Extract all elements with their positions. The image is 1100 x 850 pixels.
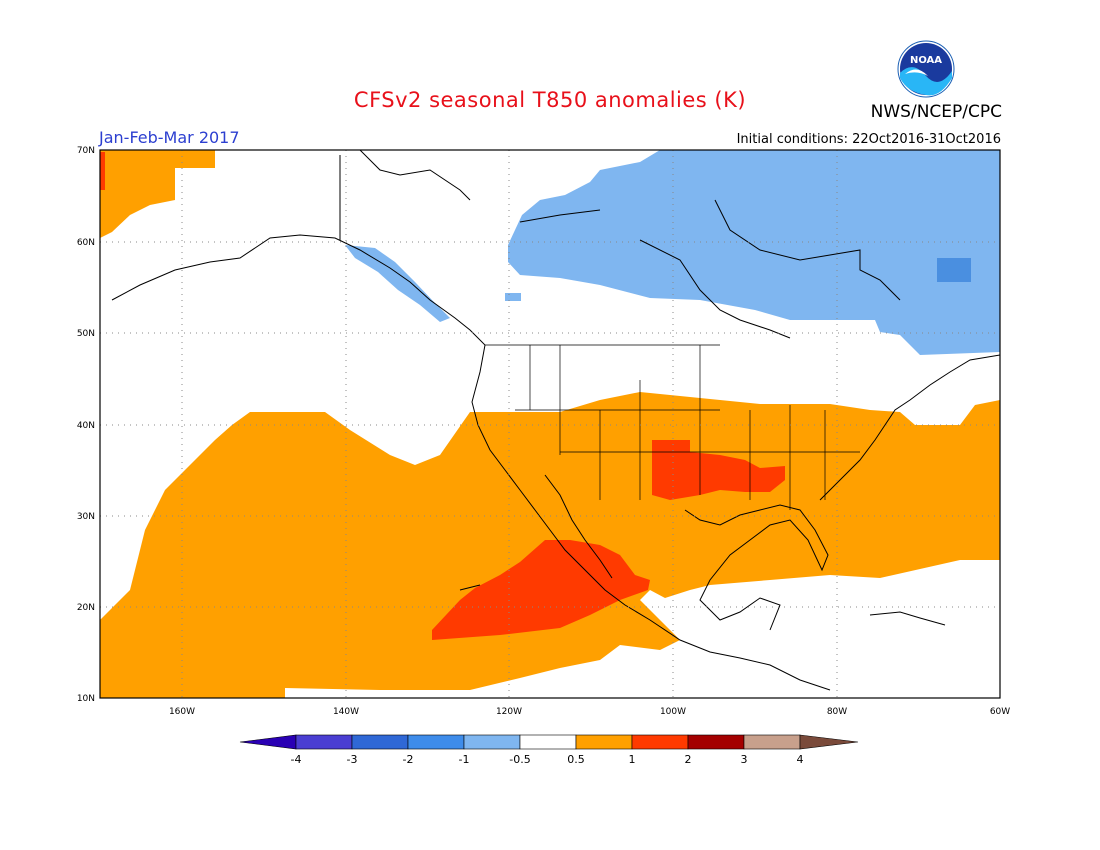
colorbar-segment [631,734,689,750]
cold-patch-darker [937,258,971,282]
longitude-labels: 160W 140W 120W 100W 80W 60W [169,707,1010,717]
lon-label: 160W [169,707,195,717]
colorbar-label: -4 [291,753,302,766]
colorbar-segment [519,734,577,750]
latitude-labels: 70N 60N 50N 40N 30N 20N 10N [77,146,95,704]
colorbar-label: -2 [403,753,414,766]
colorbar-segment [575,734,633,750]
cold-patch-small [505,293,521,301]
map-frame [99,149,1001,699]
colorbar-segment [463,734,521,750]
strong-warm-region-plains [652,440,785,500]
colorbar-label: -0.5 [509,753,530,766]
lat-label: 30N [77,512,95,522]
colorbar-label: 3 [741,753,748,766]
colorbar-segment [743,734,801,750]
map-title: CFSv2 seasonal T850 anomalies (K) [353,88,747,112]
cold-anomaly-region [508,150,1000,355]
colorbar-arrow-right [799,734,859,750]
strong-warm-arctic [100,152,105,190]
lat-label: 70N [77,146,95,156]
coastlines [111,150,1000,691]
graticule [100,150,1000,698]
lon-label: 60W [990,707,1010,717]
lat-label: 60N [77,238,95,248]
colorbar-label: -1 [459,753,470,766]
lat-label: 40N [77,421,95,431]
warm-anomaly-region-arctic [100,150,215,238]
colorbar-label: 0.5 [567,753,585,766]
lon-label: 120W [496,707,522,717]
lon-label: 100W [660,707,686,717]
colorbar: -4 -3 -2 -1 -0.5 0.5 1 2 3 4 [239,734,859,766]
lat-label: 50N [77,329,95,339]
colorbar-label: 4 [797,753,804,766]
colorbar-label: 1 [629,753,636,766]
colorbar-arrow-left [239,734,297,750]
colorbar-label: -3 [347,753,358,766]
strong-warm-region-pacific [432,540,650,640]
season-label: Jan-Feb-Mar 2017 [99,128,240,147]
colorbar-segment [295,734,353,750]
cold-anomaly-coastal [345,245,450,322]
lat-label: 20N [77,603,95,613]
agency-label: NWS/NCEP/CPC [870,102,1002,122]
colorbar-segment [351,734,409,750]
logo-text: NOAA [910,55,942,66]
colorbar-segment [407,734,465,750]
colorbar-segment [687,734,745,750]
initial-conditions-label: Initial conditions: 22Oct2016-31Oct2016 [736,132,1001,147]
lat-label: 10N [77,694,95,704]
state-borders [485,344,860,510]
lon-label: 140W [333,707,359,717]
colorbar-label: 2 [685,753,692,766]
lon-label: 80W [827,707,847,717]
noaa-logo: NOAA [895,40,957,98]
